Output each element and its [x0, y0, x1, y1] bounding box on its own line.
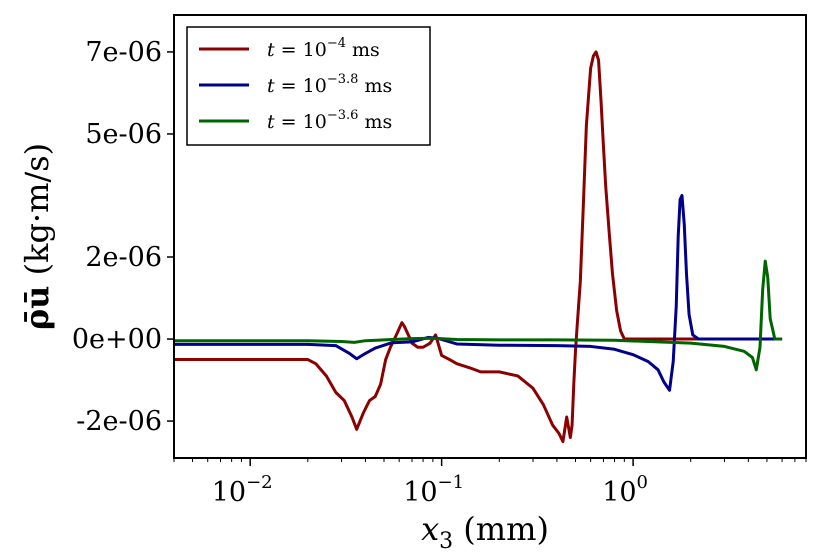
legend-label: t = 10−3.6 ms	[267, 108, 392, 133]
x-axis: 10−2 10−1 100	[173, 458, 807, 508]
y-axis-label: ρ̄ū (kg·m/s)	[18, 143, 56, 330]
plot-series-group	[174, 50, 783, 444]
y-tick-label: 2e-06	[85, 242, 162, 273]
x-axis-label: x3 (mm)	[421, 510, 549, 554]
series-line-2	[174, 193, 783, 392]
x-tick-label: 100	[602, 472, 648, 508]
y-tick-label: 0e+00	[72, 324, 162, 355]
series-line-1	[174, 50, 783, 444]
axes-frame	[173, 14, 807, 459]
legend-label: t = 10−3.8 ms	[267, 72, 392, 97]
x-tick-label: 10−2	[212, 472, 273, 508]
legend: t = 10−4 ms t = 10−3.8 ms t = 10−3.6 ms	[186, 26, 431, 146]
y-tick-label: -2e-06	[76, 406, 162, 437]
x-tick-label: 10−1	[403, 472, 464, 508]
y-tick-label: 7e-06	[85, 37, 162, 68]
y-tick-label: 5e-06	[85, 119, 162, 150]
legend-label: t = 10−4 ms	[267, 36, 380, 61]
y-axis: 7e-06 5e-06 2e-06 0e+00 -2e-06	[72, 37, 174, 437]
series-line-3	[174, 259, 783, 372]
